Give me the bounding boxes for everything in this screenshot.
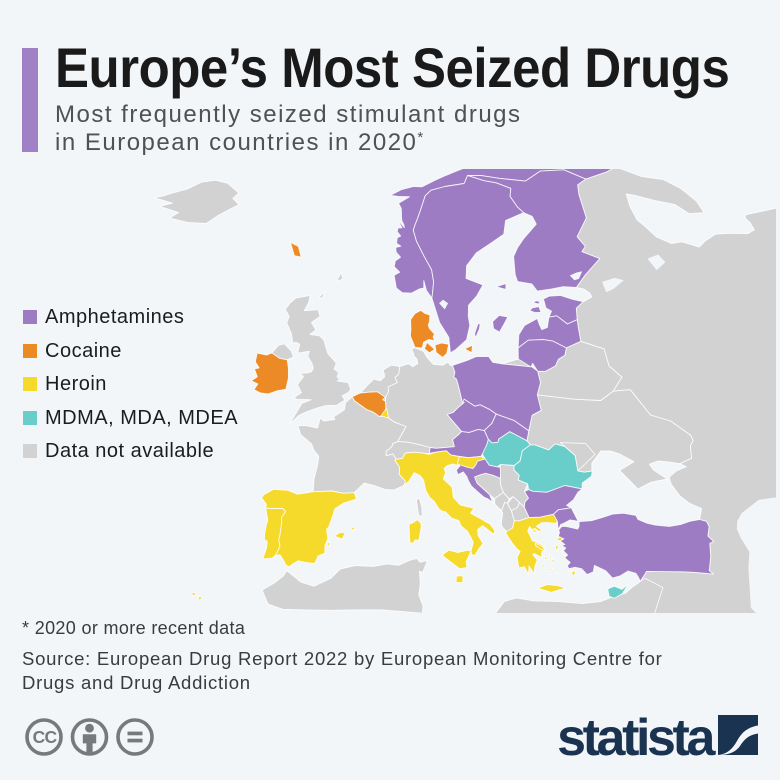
- svg-text:CC: CC: [33, 727, 58, 747]
- svg-text:statista: statista: [558, 713, 716, 761]
